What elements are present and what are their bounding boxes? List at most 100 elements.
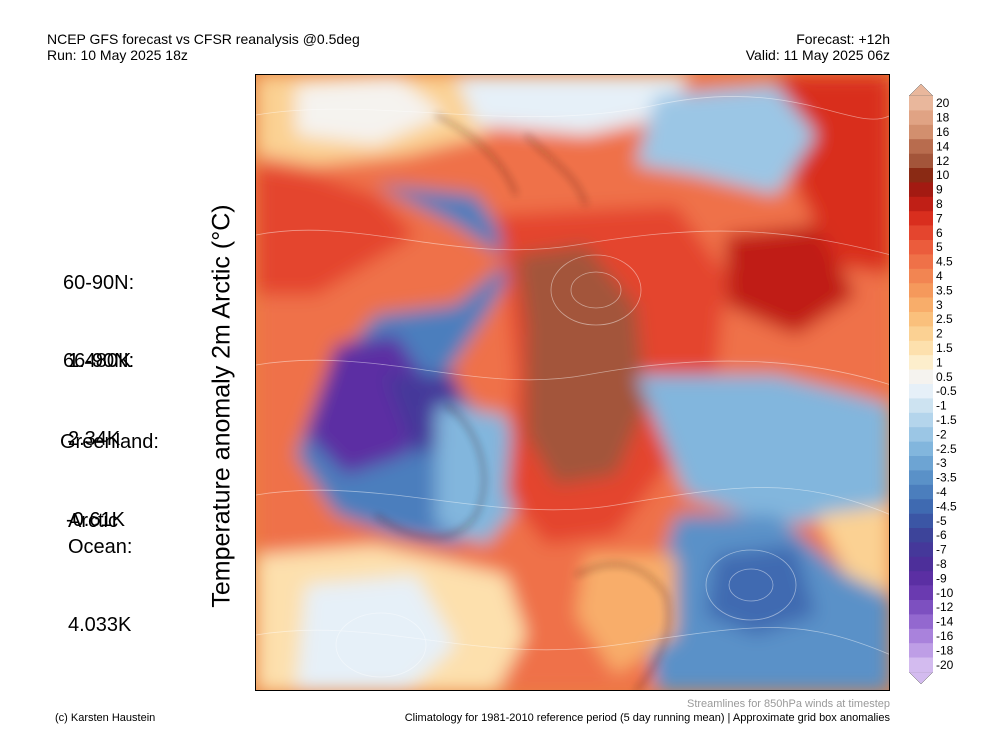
stat-66-90n: 66-90N: 2.34K [63, 296, 134, 478]
stat-name: 66-90N: [63, 350, 135, 372]
colorbar: 201816141210987654.543.532.521.510.5-0.5… [908, 84, 957, 684]
colorbar-swatches [909, 96, 933, 673]
colorbar-swatch [909, 196, 933, 212]
anomaly-map[interactable] [255, 74, 890, 691]
anomaly-field [256, 75, 889, 690]
colorbar-swatch [909, 470, 933, 486]
valid-time: Valid: 11 May 2025 06z [745, 47, 890, 63]
colorbar-label: -6 [936, 528, 947, 542]
colorbar-label: 3 [936, 298, 943, 312]
colorbar-swatch [909, 456, 933, 471]
stat-arctic-ocean: Arctic Ocean: 4.033K [68, 456, 132, 664]
colorbar-label: -0.5 [936, 384, 957, 398]
colorbar-label: -1 [936, 399, 947, 413]
colorbar-label: 2.5 [936, 312, 953, 326]
credit: (c) Karsten Haustein [55, 712, 156, 724]
colorbar-swatch [909, 600, 933, 615]
colorbar-labels: 201816141210987654.543.532.521.510.5-0.5… [936, 96, 957, 672]
colorbar-swatch [909, 542, 933, 558]
colorbar-label: 12 [936, 154, 950, 168]
colorbar-swatch [909, 556, 933, 572]
colorbar-swatch [909, 110, 933, 126]
colorbar-label: -16 [936, 629, 954, 643]
colorbar-label: -1.5 [936, 413, 957, 427]
colorbar-swatch [909, 225, 933, 241]
colorbar-swatch [909, 398, 933, 414]
y-axis-label: Temperature anomaly 2m Arctic (°C) [207, 204, 236, 608]
colorbar-label: -8 [936, 557, 947, 571]
colorbar-swatch [909, 499, 933, 514]
colorbar-swatch [909, 528, 933, 543]
colorbar-label: 6 [936, 226, 943, 240]
stat-value: 4.033K [68, 614, 132, 636]
climatology-note: Climatology for 1981-2010 reference peri… [404, 712, 890, 724]
colorbar-label: -20 [936, 658, 954, 672]
colorbar-label: 18 [936, 111, 950, 125]
stat-value: -0.61K [66, 509, 125, 531]
colorbar-bottom-arrow [908, 671, 934, 684]
colorbar-label: 7 [936, 211, 943, 225]
colorbar-swatch [909, 124, 933, 140]
colorbar-swatch [909, 484, 933, 500]
colorbar-label: 2 [936, 327, 943, 341]
colorbar-label: -4 [936, 485, 947, 499]
colorbar-swatch [909, 657, 933, 673]
stat-value: 2.34K [68, 428, 121, 450]
land-outlines [375, 114, 670, 690]
stat-name: Greenland: [60, 431, 159, 453]
colorbar-label: -7 [936, 543, 947, 557]
colorbar-label: 3.5 [936, 283, 953, 297]
colorbar-label: 4 [936, 269, 943, 283]
colorbar-swatch [909, 355, 933, 370]
colorbar-label: -2 [936, 427, 947, 441]
colorbar-swatch [909, 153, 933, 169]
colorbar-swatch [909, 585, 933, 601]
colorbar-swatch [909, 326, 933, 342]
header-right: Forecast: +12h Valid: 11 May 2025 06z [746, 31, 890, 63]
colorbar-label: -18 [936, 643, 954, 657]
colorbar-swatch [909, 614, 933, 630]
stat-name: Arctic Ocean: [68, 510, 133, 558]
colorbar-swatch [909, 427, 933, 442]
colorbar-label: 4.5 [936, 255, 953, 269]
header-left: NCEP GFS forecast vs CFSR reanalysis @0.… [47, 31, 360, 63]
streamlines [256, 96, 889, 678]
colorbar-swatch [909, 312, 933, 327]
colorbar-label: -5 [936, 514, 947, 528]
colorbar-swatch [909, 268, 933, 284]
colorbar-label: -3 [936, 456, 947, 470]
colorbar-label: 10 [936, 168, 950, 182]
colorbar-swatch [909, 96, 933, 111]
map-canvas [256, 75, 889, 690]
colorbar-label: -10 [936, 586, 954, 600]
colorbar-label: -4.5 [936, 499, 957, 513]
colorbar-label: -2.5 [936, 442, 957, 456]
colorbar-swatch [909, 139, 933, 154]
colorbar-label: -14 [936, 615, 954, 629]
colorbar-label: 1.5 [936, 341, 953, 355]
colorbar-label: 14 [936, 139, 950, 153]
colorbar-swatch [909, 182, 933, 198]
colorbar-swatch [909, 369, 933, 385]
colorbar-top-arrow [908, 84, 934, 97]
colorbar-swatch [909, 297, 933, 313]
forecast-hour: Forecast: +12h [796, 31, 890, 47]
colorbar-swatch [909, 283, 933, 298]
stat-value: 1.480K [68, 350, 132, 372]
colorbar-swatch [909, 628, 933, 644]
colorbar-swatch [909, 211, 933, 226]
map-title: NCEP GFS forecast vs CFSR reanalysis @0.… [47, 31, 360, 47]
colorbar-swatch [909, 441, 933, 457]
colorbar-label: -9 [936, 571, 947, 585]
colorbar-swatch [909, 384, 933, 399]
stat-greenland: Greenland: -0.61K [60, 377, 159, 559]
stat-name: 60-90N: [63, 272, 135, 294]
colorbar-label: -12 [936, 600, 954, 614]
colorbar-swatch [909, 340, 933, 356]
colorbar-swatch [909, 240, 933, 255]
streamline-note: Streamlines for 850hPa winds at timestep [687, 698, 890, 710]
run-time: Run: 10 May 2025 18z [47, 47, 188, 63]
colorbar-swatch [909, 168, 933, 183]
stat-60-90n: 60-90N: 1.480K [63, 218, 134, 400]
colorbar-label: 9 [936, 183, 943, 197]
